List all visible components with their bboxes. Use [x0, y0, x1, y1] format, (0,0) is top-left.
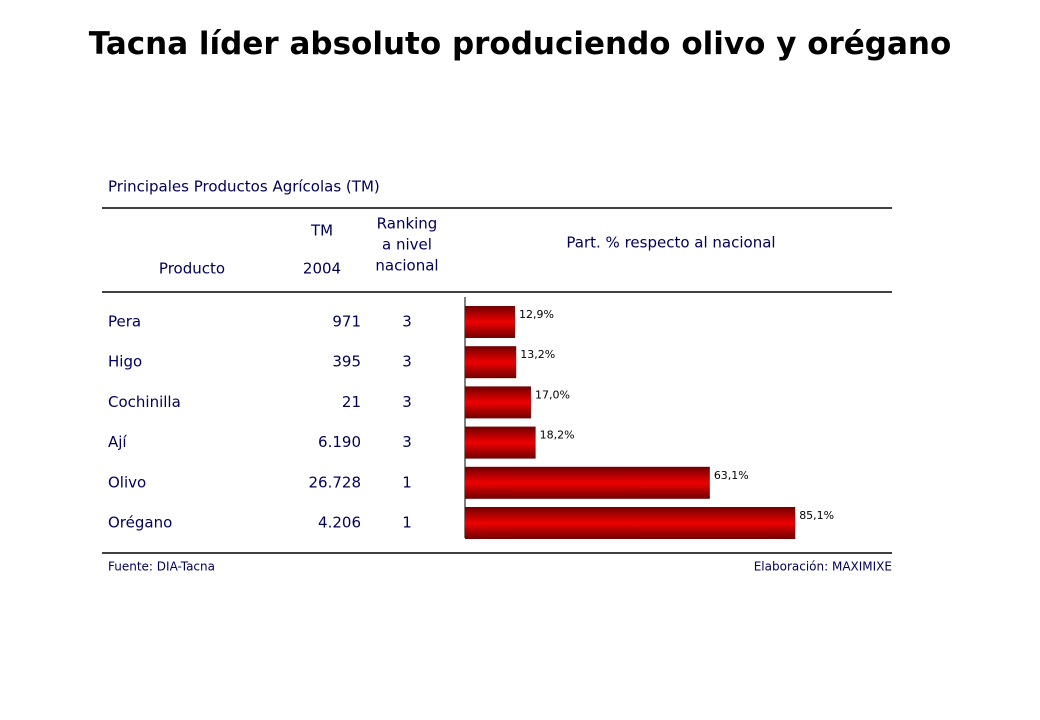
header: Ranking	[377, 215, 438, 233]
slide-title: Tacna líder absoluto produciendo olivo y…	[88, 26, 952, 62]
header: nacional	[375, 257, 438, 275]
bar	[465, 386, 531, 419]
product-label: Higo	[108, 353, 142, 371]
bar	[465, 346, 517, 379]
ranking-cell: 1	[402, 473, 412, 491]
ranking-cell: 3	[402, 353, 412, 371]
product-label: Ají	[108, 433, 127, 451]
product-label: Pera	[108, 313, 141, 331]
value-label: 85,1%	[799, 509, 834, 522]
value-label: 17,0%	[535, 388, 570, 401]
tm-cell: 4.206	[318, 514, 361, 532]
tm-cell: 26.728	[309, 473, 362, 491]
ranking-cell: 3	[402, 433, 412, 451]
chart-title: Part. % respecto al nacional	[566, 234, 775, 252]
header: a nivel	[382, 236, 432, 254]
header: Producto	[159, 260, 225, 278]
tm-cell: 395	[332, 353, 361, 371]
tm-cell: 6.190	[318, 433, 361, 451]
tm-cell: 971	[332, 313, 361, 331]
header: 2004	[303, 260, 341, 278]
ranking-cell: 3	[402, 313, 412, 331]
value-label: 63,1%	[714, 469, 749, 482]
bar	[465, 426, 536, 459]
product-label: Olivo	[108, 473, 146, 491]
product-label: Cochinilla	[108, 393, 181, 411]
header: TM	[310, 222, 333, 240]
credit: Elaboración: MAXIMIXE	[754, 560, 892, 574]
product-label: Orégano	[108, 514, 172, 532]
tm-cell: 21	[342, 393, 361, 411]
bar	[465, 466, 710, 499]
ranking-cell: 1	[402, 514, 412, 532]
bar	[465, 306, 516, 338]
value-label: 12,9%	[519, 308, 554, 321]
source: Fuente: DIA-Tacna	[108, 560, 215, 574]
table-title: Principales Productos Agrícolas (TM)	[108, 178, 380, 196]
value-label: 13,2%	[520, 348, 555, 361]
value-label: 18,2%	[540, 429, 575, 442]
ranking-cell: 3	[402, 393, 412, 411]
bar	[465, 507, 796, 539]
